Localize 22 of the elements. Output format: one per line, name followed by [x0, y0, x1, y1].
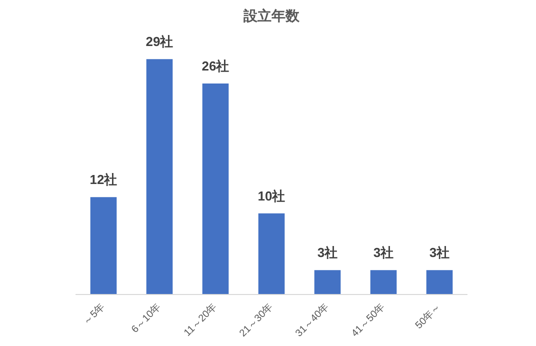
x-tick-label: 11～20年	[182, 300, 220, 339]
data-label: 26社	[202, 58, 230, 74]
bar	[314, 270, 341, 294]
x-tick-label: 6～10年	[128, 300, 164, 336]
data-label: 3社	[429, 245, 450, 260]
x-tick-label: 41～50年	[349, 300, 388, 340]
bar	[258, 213, 285, 294]
bar	[370, 270, 397, 294]
x-tick-label: 31～40年	[293, 300, 332, 340]
chart-title: 設立年数	[242, 8, 300, 24]
data-label: 10社	[258, 188, 286, 204]
bar	[202, 83, 229, 294]
x-tick-label: 50年～	[412, 300, 444, 332]
data-label: 3社	[373, 245, 394, 260]
bar	[426, 270, 453, 294]
data-label: 3社	[317, 245, 338, 260]
data-label: 12社	[90, 172, 118, 188]
x-tick-label: 21～30年	[237, 300, 276, 340]
bar	[146, 59, 173, 294]
data-label: 29社	[146, 34, 174, 50]
x-tick-label: ～5年	[80, 300, 108, 328]
bar	[90, 197, 117, 294]
